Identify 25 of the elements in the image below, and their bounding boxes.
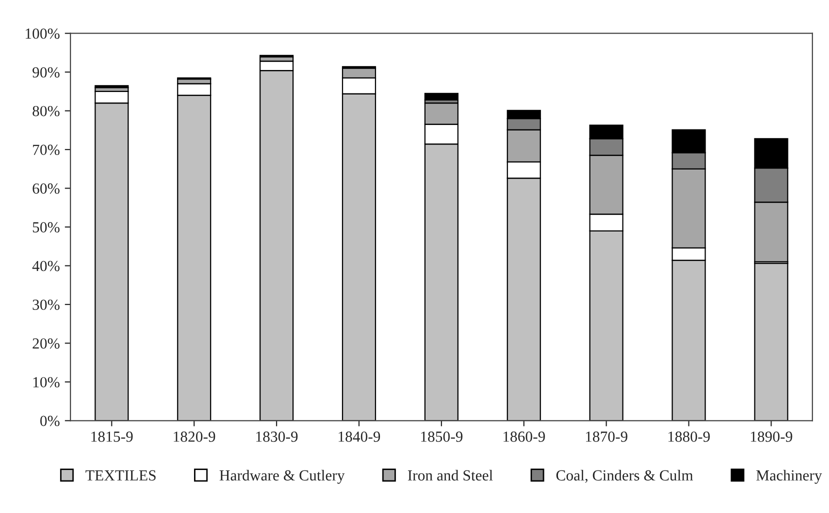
x-tick-label: 1850-9: [421, 432, 462, 442]
x-tick-label: 1860-9: [504, 432, 545, 442]
legend-label: Hardware & Cutlery: [220, 470, 345, 484]
y-tick-label: 40%: [32, 260, 60, 272]
y-tick-label: 20%: [32, 338, 60, 349]
y-tick-label: 90%: [32, 67, 60, 78]
y-tick-label: 50%: [32, 222, 60, 233]
y-tick-label: 0%: [40, 416, 60, 426]
x-tick-label: 1870-9: [586, 432, 628, 442]
x-tick-label: 1840-9: [338, 432, 380, 442]
x-tick-label: 1820-9: [174, 432, 216, 442]
y-tick-label: 60%: [32, 183, 60, 194]
y-tick-label: 100%: [26, 28, 60, 39]
y-tick-label: 10%: [33, 377, 60, 388]
legend-label: Machinery: [756, 470, 822, 484]
x-tick-label: 1880-9: [668, 432, 710, 442]
x-tick-label: 1815-9: [91, 432, 133, 442]
legend-label: Iron and Steel: [408, 470, 493, 481]
y-tick-label: 30%: [32, 300, 60, 310]
legend-label: TEXTILES: [86, 470, 156, 481]
y-tick-label: 80%: [32, 106, 60, 116]
legend-label: Coal, Cinders & Culm: [556, 470, 693, 483]
y-tick-label: 70%: [33, 144, 60, 156]
x-tick-label: 1830-9: [256, 432, 298, 442]
x-tick-label: 1890-9: [750, 432, 792, 442]
